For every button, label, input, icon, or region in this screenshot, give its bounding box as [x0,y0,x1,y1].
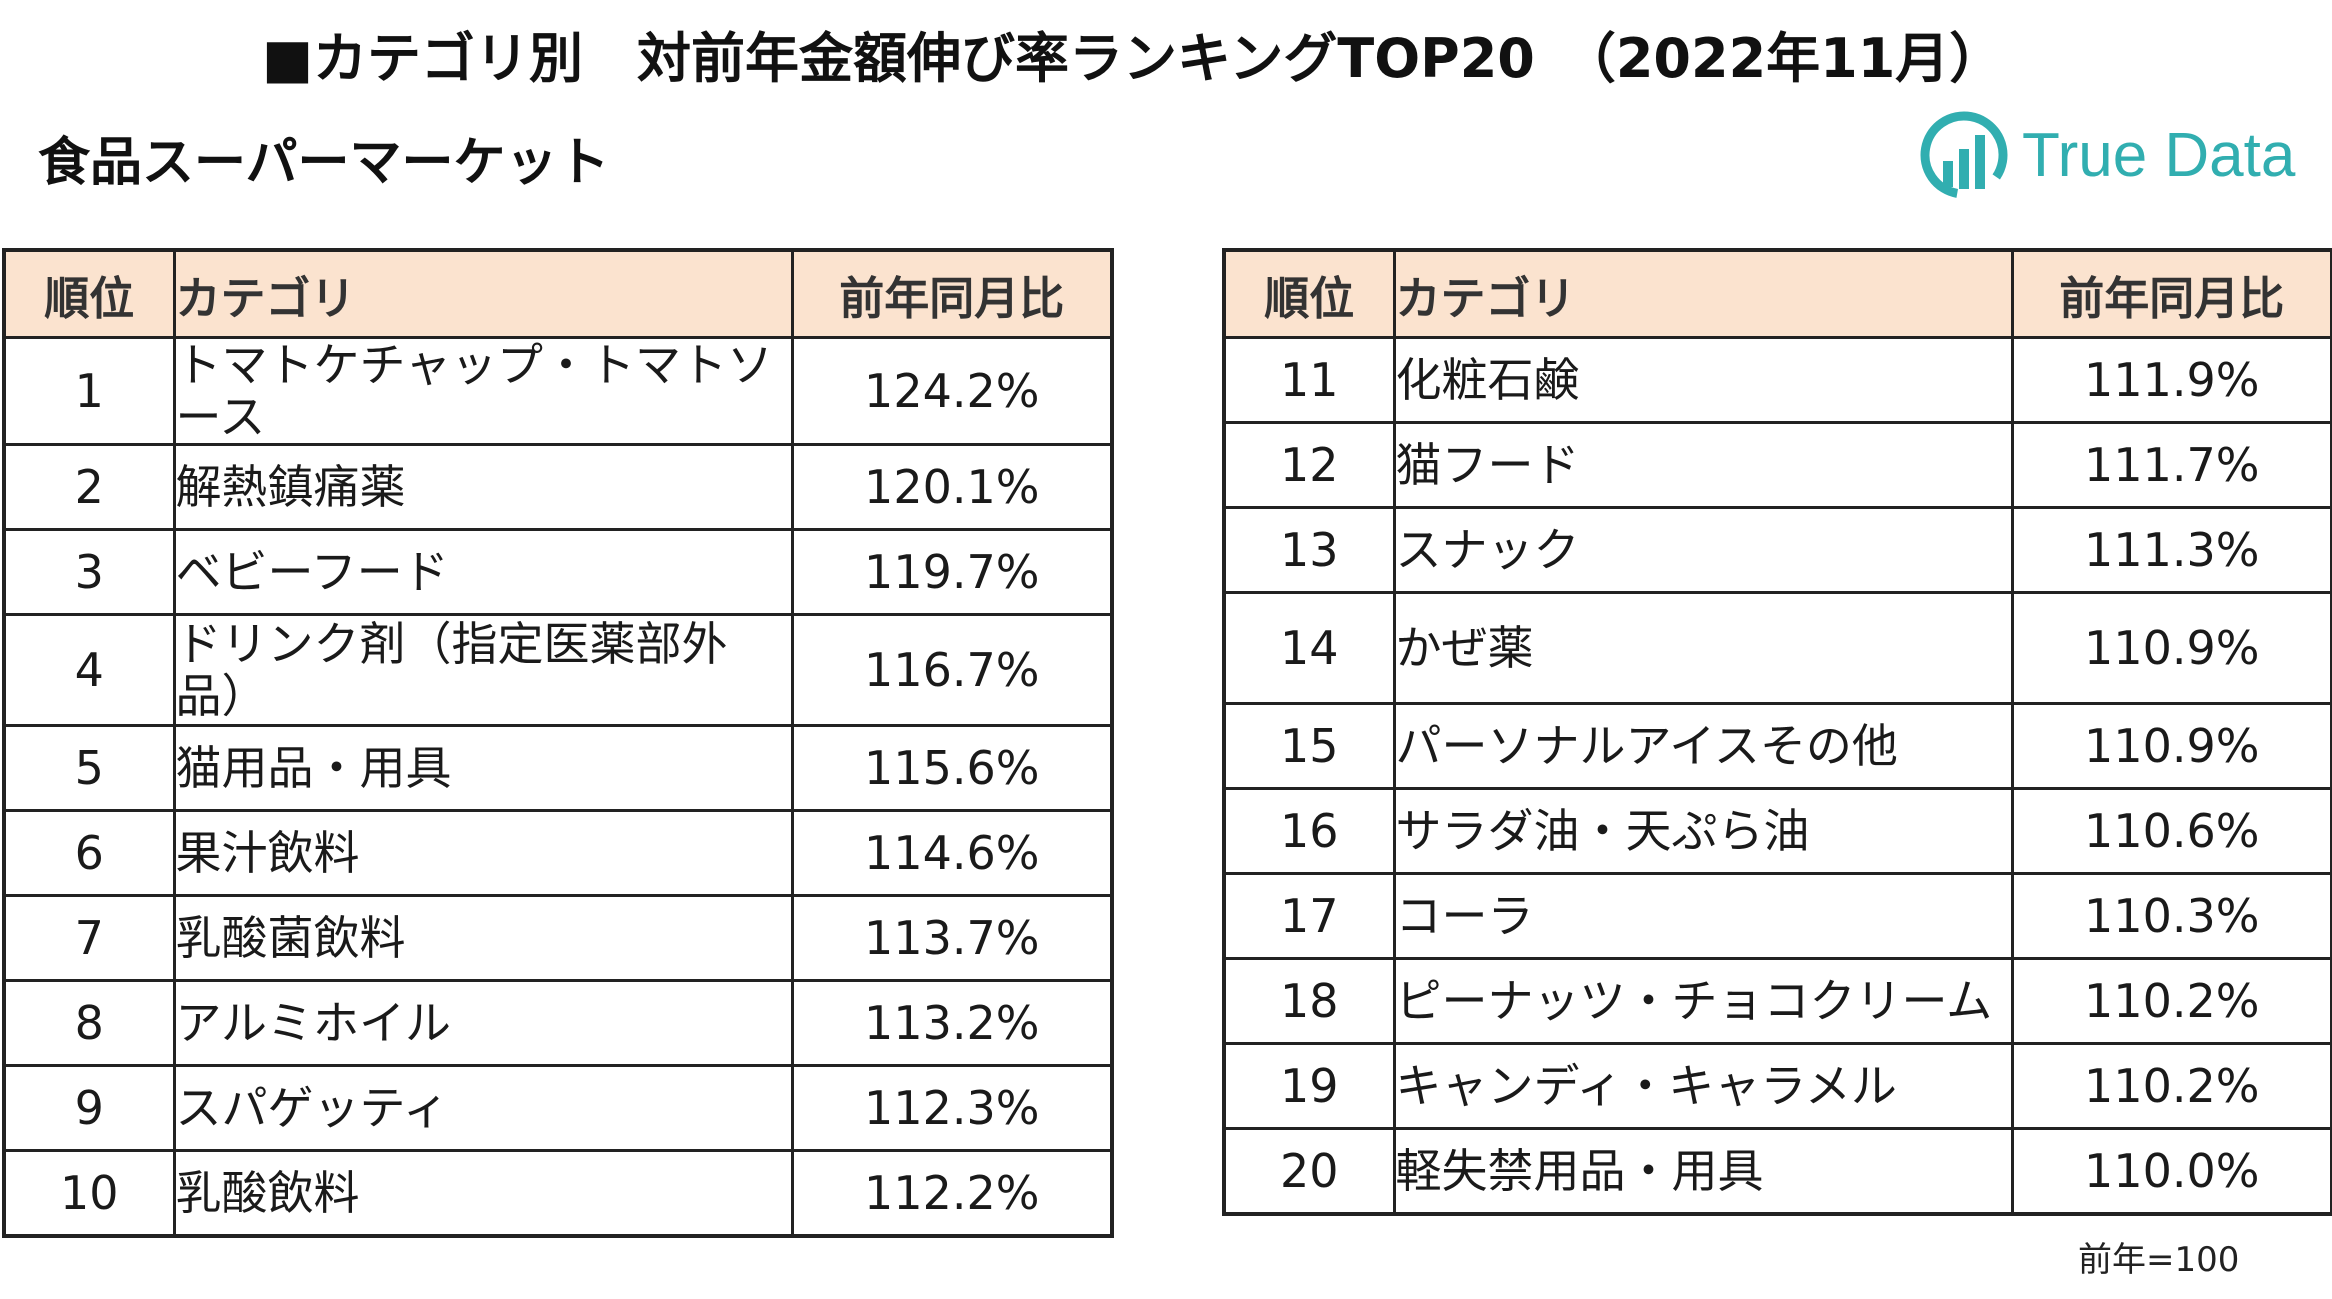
ranking-table-left: 順位 カテゴリ 前年同月比 1 トマトケチャップ・トマトソース 124.2% 2 解熱鎮… [2,248,1114,1238]
page-title: ■カテゴリ別 対前年金額伸び率ランキングTOP20 （2022年11月） [262,27,2004,90]
rank-cell: 10 [2,1149,176,1238]
category-cell: 乳酸飲料 [172,1149,794,1238]
category-cell: 猫用品・用具 [172,724,794,812]
ranking-table-right-body: 11 化粧石鹸 111.9% 12 猫フード 111.7% 13 スナック 111.3% 14 かぜ… [1222,336,2332,1216]
rank-cell: 17 [1222,872,1396,960]
rank-cell: 20 [1222,1127,1396,1216]
rank-cell: 11 [1222,336,1396,424]
logo-text: True Data [2022,120,2296,190]
ratio-cell: 113.2% [790,979,1114,1067]
table-row: 10 乳酸飲料 112.2% [2,1149,1114,1238]
table-header-row: 順位 カテゴリ 前年同月比 [2,248,1114,339]
rank-cell: 15 [1222,702,1396,790]
header-ratio: 前年同月比 [790,248,1114,339]
category-cell: トマトケチャップ・トマトソース [172,336,794,446]
rank-cell: 2 [2,443,176,531]
ratio-cell: 115.6% [790,724,1114,812]
table-row: 2 解熱鎮痛薬 120.1% [2,443,1114,531]
table-row: 4 ドリンク剤（指定医薬部外品） 116.7% [2,613,1114,727]
category-cell: スナック [1392,506,2014,594]
table-row: 12 猫フード 111.7% [1222,421,2332,509]
rank-cell: 18 [1222,957,1396,1045]
rank-cell: 3 [2,528,176,616]
ratio-cell: 110.6% [2010,787,2332,875]
table-row: 17 コーラ 110.3% [1222,872,2332,960]
table-row: 18 ピーナッツ・チョコクリーム 110.2% [1222,957,2332,1045]
table-row: 11 化粧石鹸 111.9% [1222,336,2332,424]
ratio-cell: 110.2% [2010,957,2332,1045]
ratio-cell: 111.7% [2010,421,2332,509]
rank-cell: 7 [2,894,176,982]
rank-cell: 4 [2,613,176,727]
ratio-cell: 120.1% [790,443,1114,531]
table-row: 3 ベビーフード 119.7% [2,528,1114,616]
category-cell: 乳酸菌飲料 [172,894,794,982]
header-category: カテゴリ [172,248,794,339]
table-row: 5 猫用品・用具 115.6% [2,724,1114,812]
category-cell: スパゲッティ [172,1064,794,1152]
category-cell: 軽失禁用品・用具 [1392,1127,2014,1216]
ratio-cell: 119.7% [790,528,1114,616]
table-row: 6 果汁飲料 114.6% [2,809,1114,897]
rank-cell: 16 [1222,787,1396,875]
category-cell: キャンディ・キャラメル [1392,1042,2014,1130]
table-row: 13 スナック 111.3% [1222,506,2332,594]
ratio-cell: 111.9% [2010,336,2332,424]
ratio-cell: 113.7% [790,894,1114,982]
base-note: 前年=100 [2078,1240,2240,1280]
ratio-cell: 112.2% [790,1149,1114,1238]
category-cell: アルミホイル [172,979,794,1067]
rank-cell: 12 [1222,421,1396,509]
ratio-cell: 111.3% [2010,506,2332,594]
category-cell: 果汁飲料 [172,809,794,897]
ratio-cell: 110.3% [2010,872,2332,960]
category-cell: コーラ [1392,872,2014,960]
header-category: カテゴリ [1392,248,2014,339]
category-cell: ピーナッツ・チョコクリーム [1392,957,2014,1045]
page-subtitle: 食品スーパーマーケット [38,133,610,193]
category-cell: 解熱鎮痛薬 [172,443,794,531]
category-cell: ベビーフード [172,528,794,616]
ranking-table-right: 順位 カテゴリ 前年同月比 11 化粧石鹸 111.9% 12 猫フード 111.7% 13… [1222,248,2332,1216]
category-cell: 猫フード [1392,421,2014,509]
table-row: 20 軽失禁用品・用具 110.0% [1222,1127,2332,1216]
ratio-cell: 124.2% [790,336,1114,446]
category-cell: かぜ薬 [1392,591,2014,705]
ratio-cell: 110.9% [2010,591,2332,705]
table-row: 16 サラダ油・天ぷら油 110.6% [1222,787,2332,875]
table-row: 15 パーソナルアイスその他 110.9% [1222,702,2332,790]
table-row: 1 トマトケチャップ・トマトソース 124.2% [2,336,1114,446]
category-cell: サラダ油・天ぷら油 [1392,787,2014,875]
rank-cell: 6 [2,809,176,897]
table-row: 14 かぜ薬 110.9% [1222,591,2332,705]
ratio-cell: 110.2% [2010,1042,2332,1130]
rank-cell: 19 [1222,1042,1396,1130]
header-ratio: 前年同月比 [2010,248,2332,339]
header-rank: 順位 [1222,248,1396,339]
ranking-table-left-body: 1 トマトケチャップ・トマトソース 124.2% 2 解熱鎮痛薬 120.1% 3 ベビーフー… [2,336,1114,1238]
ratio-cell: 114.6% [790,809,1114,897]
true-data-logo: True Data [1918,100,2298,210]
ratio-cell: 116.7% [790,613,1114,727]
rank-cell: 14 [1222,591,1396,705]
category-cell: ドリンク剤（指定医薬部外品） [172,613,794,727]
table-row: 19 キャンディ・キャラメル 110.2% [1222,1042,2332,1130]
bar-chart-circle-icon [1920,111,2008,199]
ratio-cell: 110.9% [2010,702,2332,790]
rank-cell: 8 [2,979,176,1067]
ratio-cell: 110.0% [2010,1127,2332,1216]
rank-cell: 13 [1222,506,1396,594]
table-row: 7 乳酸菌飲料 113.7% [2,894,1114,982]
header-rank: 順位 [2,248,176,339]
ratio-cell: 112.3% [790,1064,1114,1152]
rank-cell: 5 [2,724,176,812]
rank-cell: 9 [2,1064,176,1152]
table-header-row: 順位 カテゴリ 前年同月比 [1222,248,2332,339]
category-cell: 化粧石鹸 [1392,336,2014,424]
table-row: 9 スパゲッティ 112.3% [2,1064,1114,1152]
table-row: 8 アルミホイル 113.2% [2,979,1114,1067]
rank-cell: 1 [2,336,176,446]
category-cell: パーソナルアイスその他 [1392,702,2014,790]
